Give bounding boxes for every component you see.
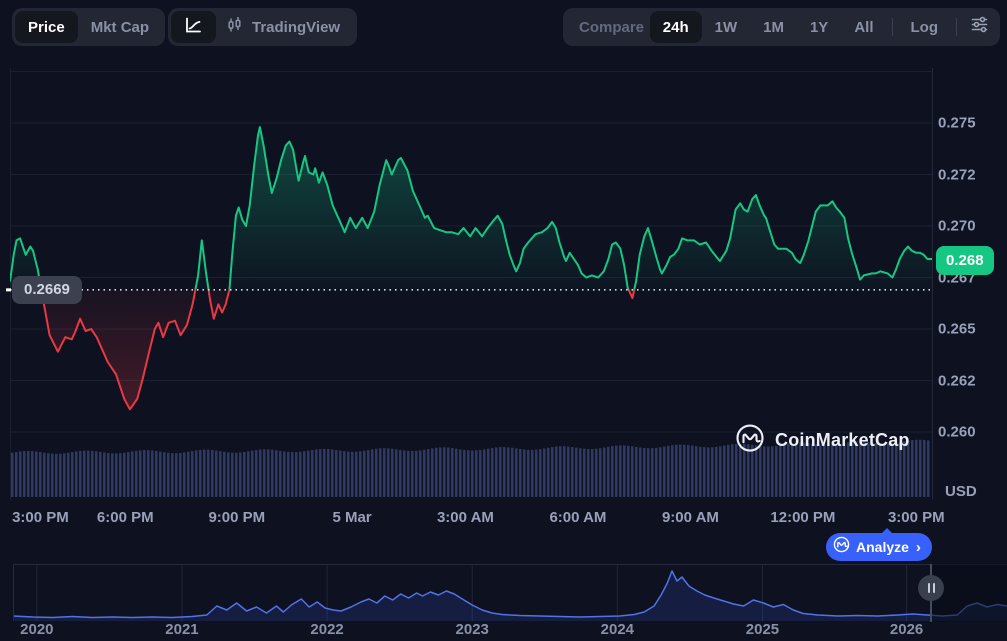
minimap-year-label: 2026 xyxy=(889,621,924,638)
chart-settings-button[interactable] xyxy=(962,11,997,43)
analyze-button[interactable]: Analyze › xyxy=(826,528,932,561)
x-axis-time-label: 3:00 AM xyxy=(436,509,494,526)
minimap-year-label: 2021 xyxy=(165,621,199,638)
divider xyxy=(956,18,957,36)
baseline-price-label: 0.2669 xyxy=(12,276,82,304)
x-axis-time-label: 9:00 PM xyxy=(208,509,266,526)
range-toggle-group: 24h 1W 1M 1Y All Log xyxy=(646,8,1000,46)
x-axis-time-label: 3:00 PM xyxy=(12,509,69,526)
range-option-1w[interactable]: 1W xyxy=(714,18,738,36)
analyze-logo-icon xyxy=(833,536,850,558)
coinmarketcap-logo-icon xyxy=(735,423,765,458)
analyze-bubble-tail xyxy=(881,528,893,534)
x-axis-time-label: 12:00 PM xyxy=(770,509,836,526)
minimap-unselected-overlay xyxy=(932,564,1007,622)
range-option-1y[interactable]: 1Y xyxy=(809,18,829,36)
minimap-drag-handle[interactable] xyxy=(918,575,944,601)
candlestick-icon xyxy=(226,16,243,38)
y-axis-tick-label: 0.260 xyxy=(938,423,976,441)
tradingview-view-button[interactable]: TradingView xyxy=(216,11,354,43)
sliders-icon xyxy=(970,15,989,39)
line-chart-icon xyxy=(184,16,203,39)
line-chart-view-button[interactable] xyxy=(171,11,216,43)
metric-toggle-group: Price Mkt Cap xyxy=(12,8,166,46)
x-axis-time-label: 6:00 AM xyxy=(549,509,607,526)
currency-unit-label: USD xyxy=(945,483,977,500)
minimap-left-border xyxy=(13,564,14,621)
x-axis-time-label: 6:00 PM xyxy=(96,509,154,526)
range-option-1m[interactable]: 1M xyxy=(763,18,784,36)
range-option-24h[interactable]: 24h xyxy=(649,11,702,43)
log-scale-button[interactable]: Log xyxy=(898,11,952,43)
range-option-all[interactable]: All xyxy=(854,18,874,36)
y-axis-tick-label: 0.265 xyxy=(938,320,976,338)
x-axis-time-label: 5 Mar xyxy=(332,509,372,526)
log-label: Log xyxy=(910,18,939,36)
x-axis-time-label: 9:00 AM xyxy=(661,509,719,526)
divider xyxy=(891,18,893,36)
y-axis-tick-label: 0.275 xyxy=(938,114,976,132)
view-toggle-group: TradingView xyxy=(168,8,358,46)
compare-label: Compare xyxy=(579,18,645,36)
tradingview-label: TradingView xyxy=(252,18,341,36)
chevron-right-icon: › xyxy=(915,538,921,556)
y-axis-tick-label: 0.262 xyxy=(938,372,976,389)
y-axis-tick-label: 0.270 xyxy=(938,217,976,235)
watermark-text: CoinMarketCap xyxy=(775,430,910,450)
minimap-year-label: 2024 xyxy=(600,621,635,638)
coinmarketcap-watermark: CoinMarketCap xyxy=(735,423,910,458)
minimap-top-border xyxy=(13,564,1007,565)
current-price-badge: 0.268 xyxy=(936,246,994,275)
grip-icon xyxy=(927,583,930,593)
metric-option-price[interactable]: Price xyxy=(15,11,78,43)
x-axis-time-label: 3:00 PM xyxy=(887,509,945,526)
minimap-year-label: 2023 xyxy=(455,621,489,638)
minimap-year-label: 2020 xyxy=(20,621,54,638)
y-axis-tick-label: 0.272 xyxy=(938,166,976,183)
minimap-year-label: 2022 xyxy=(310,621,344,638)
metric-option-mkt-cap[interactable]: Mkt Cap xyxy=(90,18,150,36)
grip-icon xyxy=(932,583,935,593)
range-buttons: 24h 1W 1M 1Y All xyxy=(649,11,887,43)
analyze-label: Analyze xyxy=(856,539,909,555)
minimap-year-label: 2025 xyxy=(745,621,780,638)
